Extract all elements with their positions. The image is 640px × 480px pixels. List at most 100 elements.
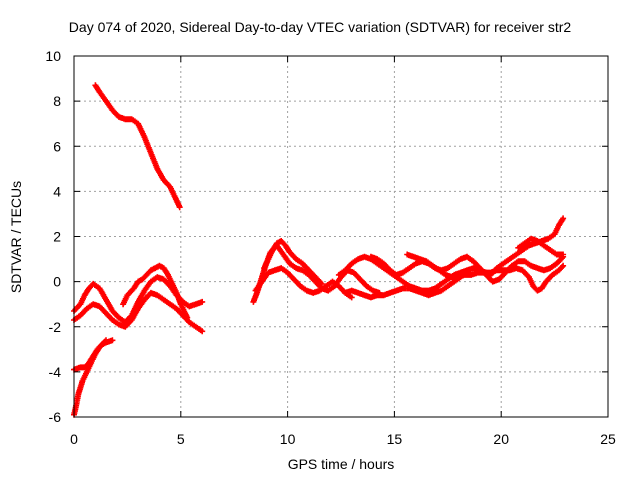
- data-point: [98, 305, 101, 308]
- data-point: [363, 255, 366, 259]
- data-point: [561, 217, 565, 220]
- data-point: [200, 330, 204, 333]
- data-point: [294, 266, 298, 270]
- y-tick-label: -6: [49, 409, 62, 425]
- data-point: [175, 291, 178, 295]
- data-point: [427, 289, 430, 292]
- data-point: [194, 302, 197, 306]
- data-point: [544, 280, 548, 283]
- data-point: [136, 280, 140, 283]
- data-point: [267, 271, 270, 274]
- data-point: [156, 275, 159, 279]
- data-point: [130, 318, 133, 322]
- data-point: [344, 291, 347, 295]
- data-point: [532, 284, 535, 288]
- data-point: [279, 266, 283, 270]
- data-point: [433, 291, 437, 295]
- data-point: [262, 266, 266, 270]
- data-point: [491, 280, 494, 283]
- data-point: [427, 293, 430, 297]
- data-point: [388, 291, 392, 295]
- data-point: [418, 257, 422, 261]
- series-track-9: [261, 238, 325, 287]
- x-tick-label: 20: [493, 431, 509, 447]
- data-point: [465, 269, 469, 272]
- data-point: [166, 273, 170, 277]
- data-point: [371, 289, 375, 292]
- data-point: [162, 298, 165, 301]
- data-point: [395, 273, 398, 277]
- series-markers: [487, 215, 567, 278]
- data-point: [179, 302, 182, 306]
- data-point: [254, 289, 257, 292]
- data-point: [153, 266, 157, 270]
- data-point: [312, 291, 315, 295]
- data-point: [301, 269, 304, 272]
- x-tick-label: 25: [600, 431, 616, 447]
- data-point: [478, 266, 482, 270]
- data-point: [450, 275, 454, 279]
- data-point: [143, 298, 146, 301]
- data-point: [136, 122, 140, 125]
- data-point: [527, 244, 531, 247]
- data-point: [356, 257, 360, 261]
- data-point: [286, 271, 289, 274]
- data-point: [117, 316, 121, 319]
- data-point: [446, 284, 449, 288]
- series-track-5: [71, 289, 206, 335]
- data-point: [412, 255, 415, 259]
- data-point: [141, 278, 144, 281]
- data-point: [514, 266, 518, 270]
- data-point: [117, 115, 121, 119]
- data-point: [111, 339, 114, 342]
- data-point: [453, 262, 456, 265]
- data-point: [561, 264, 565, 268]
- data-point: [149, 291, 153, 295]
- data-point: [546, 237, 550, 240]
- data-point: [382, 262, 385, 265]
- x-tick-label: 10: [280, 431, 296, 447]
- y-tick-label: 0: [53, 274, 61, 290]
- data-point: [440, 282, 443, 286]
- data-point: [121, 302, 125, 306]
- series-track-12: [367, 253, 567, 285]
- data-point: [359, 278, 362, 281]
- data-point: [124, 325, 127, 328]
- data-point: [136, 307, 140, 310]
- data-point: [555, 262, 558, 265]
- data-point: [344, 269, 347, 272]
- data-point: [194, 325, 197, 328]
- y-tick-label: 2: [53, 229, 61, 245]
- data-point: [527, 275, 531, 279]
- data-point: [126, 293, 129, 297]
- data-point: [77, 393, 80, 396]
- data-point: [453, 280, 456, 283]
- data-point: [85, 370, 89, 374]
- series-track-6: [120, 262, 191, 321]
- data-point: [111, 309, 114, 313]
- data-point: [301, 262, 304, 265]
- data-point: [299, 284, 302, 288]
- data-point: [549, 266, 552, 270]
- data-point: [431, 264, 435, 268]
- data-point: [382, 293, 385, 297]
- data-point: [252, 300, 255, 304]
- data-point: [521, 248, 524, 252]
- data-point: [401, 271, 405, 274]
- data-point: [369, 255, 373, 259]
- data-point: [395, 289, 398, 292]
- data-point: [561, 253, 565, 256]
- data-point: [440, 289, 443, 292]
- data-point: [87, 287, 91, 290]
- data-point: [557, 269, 561, 272]
- data-point: [143, 136, 146, 139]
- data-point: [168, 302, 172, 306]
- y-tick-label: -2: [49, 319, 62, 335]
- data-point: [331, 280, 334, 283]
- data-point: [536, 266, 539, 270]
- data-point: [98, 287, 101, 290]
- data-point: [104, 339, 108, 342]
- x-tick-label: 0: [70, 431, 78, 447]
- data-point: [438, 269, 441, 272]
